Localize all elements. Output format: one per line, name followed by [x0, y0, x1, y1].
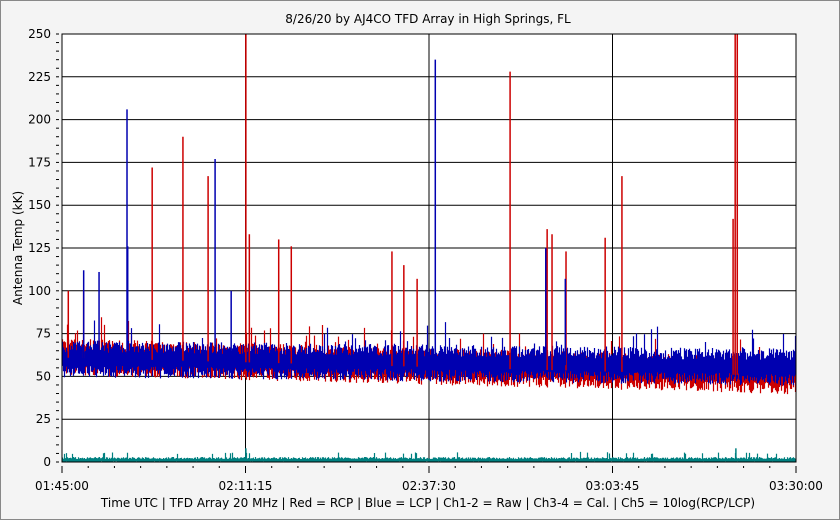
- chart-title: 8/26/20 by AJ4CO TFD Array in High Sprin…: [285, 12, 571, 26]
- y-tick-label: 100: [28, 284, 51, 298]
- y-tick-label: 250: [28, 27, 51, 41]
- y-tick-label: 200: [28, 113, 51, 127]
- y-tick-label: 25: [36, 412, 51, 426]
- y-tick-label: 175: [28, 155, 51, 169]
- y-tick-label: 150: [28, 198, 51, 212]
- y-tick-label: 0: [43, 455, 51, 469]
- y-tick-label: 225: [28, 70, 51, 84]
- x-tick-label: 01:45:00: [35, 479, 89, 493]
- y-tick-label: 50: [36, 369, 51, 383]
- x-tick-label: 03:30:00: [769, 479, 823, 493]
- plot-border: [61, 33, 797, 463]
- y-tick-label: 125: [28, 241, 51, 255]
- x-tick-label: 02:37:30: [402, 479, 456, 493]
- x-tick-label: 03:03:45: [586, 479, 640, 493]
- x-axis-label: Time UTC | TFD Array 20 MHz | Red = RCP …: [100, 496, 755, 510]
- x-tick-label: 02:11:15: [219, 479, 273, 493]
- y-tick-label: 75: [36, 327, 51, 341]
- y-axis-label: Antenna Temp (kK): [11, 191, 25, 305]
